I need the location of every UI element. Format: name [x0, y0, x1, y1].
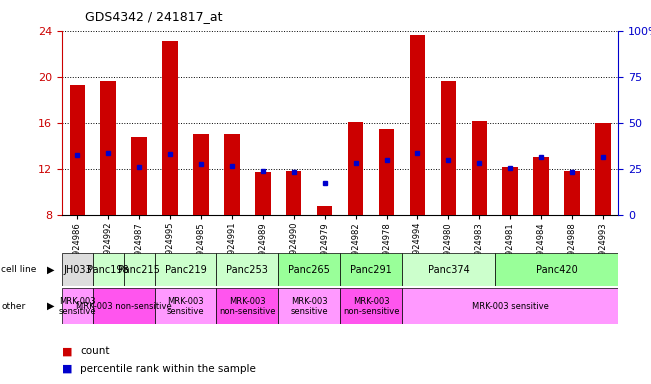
Bar [402, 288, 618, 324]
Bar [193, 134, 209, 215]
Bar [162, 41, 178, 215]
Bar [154, 253, 216, 286]
Bar [495, 253, 618, 286]
Text: ▶: ▶ [47, 301, 55, 311]
Bar [286, 171, 301, 215]
Text: MRK-003 sensitive: MRK-003 sensitive [472, 302, 549, 311]
Bar [533, 157, 549, 215]
Bar [154, 288, 216, 324]
Text: count: count [80, 346, 109, 356]
Bar [503, 167, 518, 215]
Text: Panc219: Panc219 [165, 265, 206, 275]
Bar [255, 172, 271, 215]
Text: ■: ■ [62, 346, 72, 356]
Bar [216, 253, 278, 286]
Text: Panc291: Panc291 [350, 265, 392, 275]
Bar [92, 288, 154, 324]
Text: MRK-003
non-sensitive: MRK-003 non-sensitive [219, 296, 275, 316]
Bar [409, 35, 425, 215]
Bar [471, 121, 487, 215]
Bar [348, 122, 363, 215]
Bar [402, 253, 495, 286]
Bar [224, 134, 240, 215]
Text: Panc253: Panc253 [227, 265, 268, 275]
Text: percentile rank within the sample: percentile rank within the sample [80, 364, 256, 374]
Bar [317, 206, 333, 215]
Text: ▶: ▶ [47, 265, 55, 275]
Bar [92, 253, 124, 286]
Bar [124, 253, 154, 286]
Text: GDS4342 / 241817_at: GDS4342 / 241817_at [85, 10, 222, 23]
Bar [278, 253, 340, 286]
Bar [564, 171, 580, 215]
Text: other: other [1, 302, 25, 311]
Text: Panc374: Panc374 [428, 265, 469, 275]
Bar [379, 129, 395, 215]
Text: MRK-003
sensitive: MRK-003 sensitive [59, 296, 96, 316]
Bar [216, 288, 278, 324]
Bar [62, 288, 92, 324]
Text: MRK-003
sensitive: MRK-003 sensitive [167, 296, 204, 316]
Text: Panc215: Panc215 [118, 265, 160, 275]
Bar [62, 253, 92, 286]
Bar [441, 81, 456, 215]
Text: MRK-003 non-sensitive: MRK-003 non-sensitive [76, 302, 172, 311]
Text: Panc198: Panc198 [87, 265, 129, 275]
Bar [132, 137, 147, 215]
Text: Panc265: Panc265 [288, 265, 330, 275]
Bar [278, 288, 340, 324]
Text: MRK-003
non-sensitive: MRK-003 non-sensitive [343, 296, 399, 316]
Text: Panc420: Panc420 [536, 265, 577, 275]
Text: cell line: cell line [1, 265, 36, 274]
Bar [70, 85, 85, 215]
Bar [340, 288, 402, 324]
Text: JH033: JH033 [63, 265, 92, 275]
Text: MRK-003
sensitive: MRK-003 sensitive [290, 296, 328, 316]
Text: ■: ■ [62, 364, 72, 374]
Bar [595, 123, 611, 215]
Bar [100, 81, 116, 215]
Bar [340, 253, 402, 286]
